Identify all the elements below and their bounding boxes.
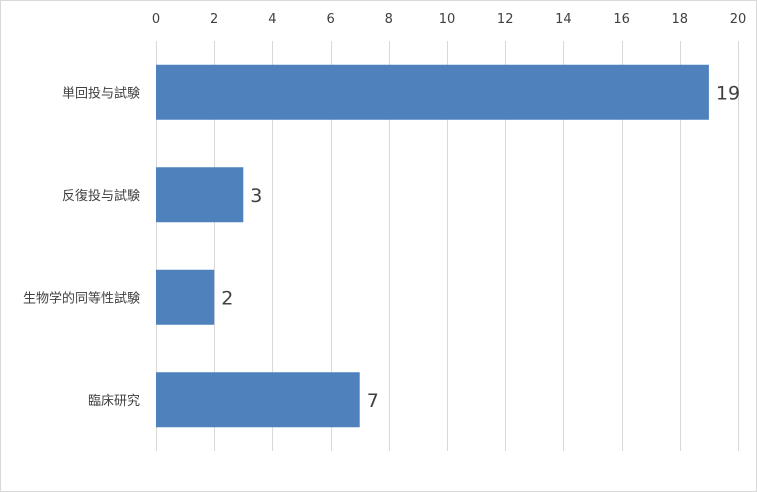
category-label: 生物学的同等性試験 bbox=[23, 290, 140, 306]
data-label: 19 bbox=[716, 82, 740, 104]
bar bbox=[156, 167, 244, 223]
x-tick-label: 12 bbox=[497, 12, 514, 27]
x-axis-tick-labels: 0 2 4 6 8 10 12 14 16 18 20 bbox=[152, 12, 746, 27]
x-tick-label: 20 bbox=[730, 12, 747, 27]
x-tick-label: 6 bbox=[326, 12, 334, 27]
x-tick-label: 0 bbox=[152, 12, 160, 27]
x-tick-label: 4 bbox=[268, 12, 276, 27]
x-tick-label: 2 bbox=[210, 12, 218, 27]
data-label: 3 bbox=[250, 185, 262, 207]
category-label: 単回投与試験 bbox=[62, 85, 140, 101]
data-label: 2 bbox=[221, 287, 233, 309]
bar bbox=[156, 372, 360, 428]
bars bbox=[156, 64, 709, 428]
x-tick-label: 16 bbox=[613, 12, 630, 27]
category-label: 反復投与試験 bbox=[62, 188, 140, 204]
x-tick-label: 18 bbox=[672, 12, 689, 27]
x-tick-label: 8 bbox=[385, 12, 393, 27]
bar bbox=[156, 269, 215, 325]
x-tick-label: 14 bbox=[555, 12, 572, 27]
bar bbox=[156, 64, 709, 120]
data-labels: 19 3 2 7 bbox=[221, 82, 740, 412]
x-tick-label: 10 bbox=[439, 12, 456, 27]
category-label: 臨床研究 bbox=[88, 394, 140, 409]
data-label: 7 bbox=[367, 390, 379, 412]
